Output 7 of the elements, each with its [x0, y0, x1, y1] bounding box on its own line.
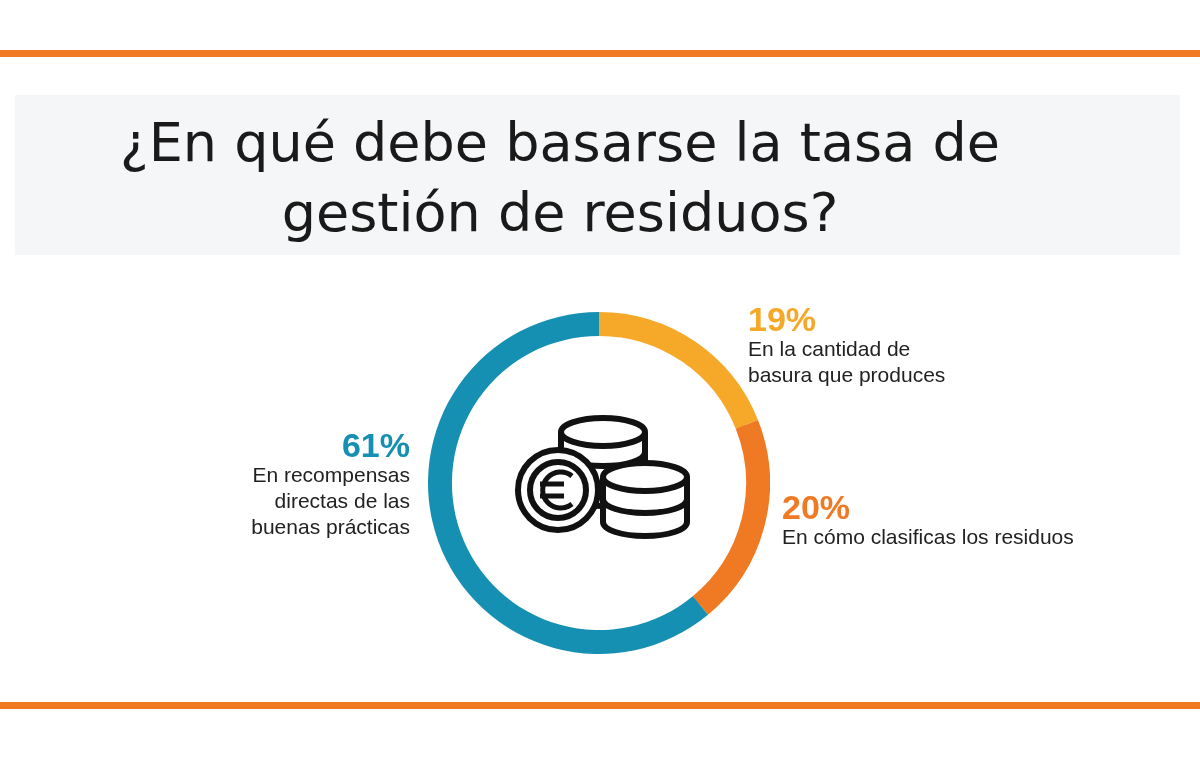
slice-label: En recompensas directas de las buenas prácticas	[250, 462, 410, 540]
slice-label: En la cantidad de basura que produces	[748, 336, 947, 388]
data-label: 19%	[748, 300, 818, 338]
chart-title: ¿En qué debe basarse la tasa de gestión de residuos?	[119, 110, 1001, 246]
data-label: 20%	[782, 488, 852, 526]
data-label: 61%	[340, 426, 410, 464]
slice-label: En cómo clasificas los residuos	[782, 524, 1075, 550]
